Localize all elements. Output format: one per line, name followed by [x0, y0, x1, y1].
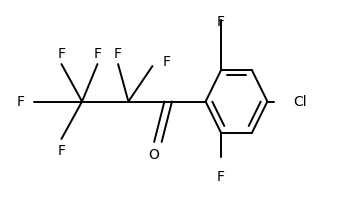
Text: F: F — [217, 170, 225, 183]
Text: F: F — [217, 14, 225, 29]
Text: F: F — [93, 47, 101, 61]
Text: F: F — [16, 95, 24, 109]
Text: O: O — [149, 147, 160, 161]
Text: F: F — [57, 143, 65, 157]
Text: Cl: Cl — [293, 95, 307, 109]
Text: F: F — [114, 47, 122, 61]
Text: F: F — [162, 55, 170, 69]
Text: F: F — [57, 47, 65, 61]
